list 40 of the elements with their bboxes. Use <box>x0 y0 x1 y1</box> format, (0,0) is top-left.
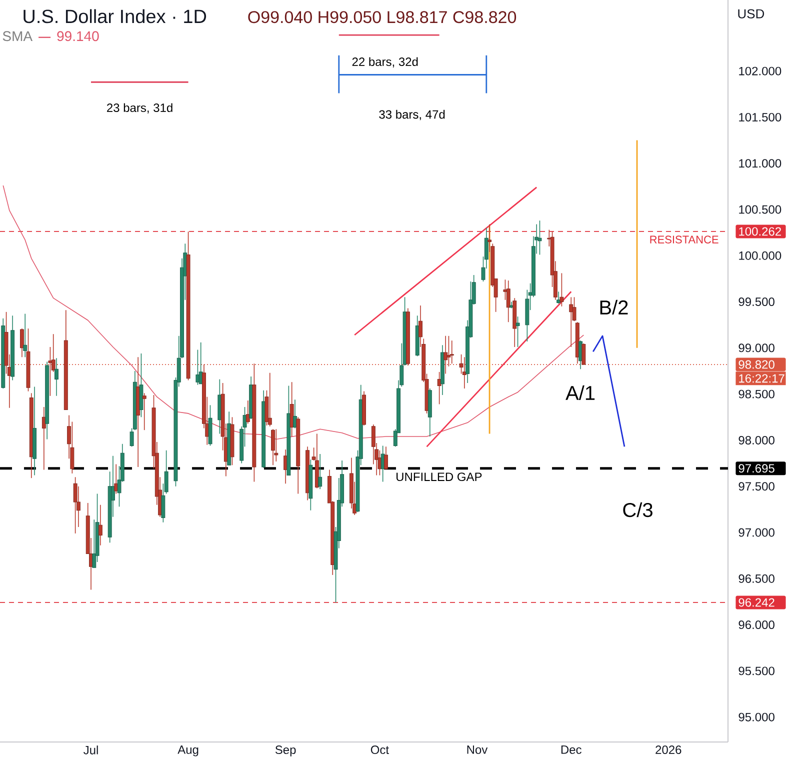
ref-line-label: RESISTANCE <box>650 236 718 244</box>
legend-label: SMA <box>2 31 33 42</box>
x-tick-label: Dec <box>561 746 582 754</box>
y-tick-label: 100.500 <box>739 205 782 214</box>
x-tick-label: Sep <box>275 746 296 756</box>
y-tick-label: 99.000 <box>738 344 774 352</box>
y-tick-label: 98.500 <box>738 390 774 398</box>
text: O99.040 H99.050 L98.817 C98.820 <box>248 11 516 24</box>
annotation: 22 bars, 32d <box>352 57 418 68</box>
y-tick-label: 101.500 <box>739 112 782 122</box>
annotation: 23 bars, 31d <box>107 103 172 114</box>
y-tick-label: 97.695 <box>738 464 774 473</box>
text: 16:22:17 <box>739 374 784 383</box>
y-tick-label: 100.000 <box>739 251 782 260</box>
x-tick-label: Nov <box>467 746 488 754</box>
y-tick-label: 97.000 <box>738 528 774 537</box>
annotation: A/1 <box>566 385 595 400</box>
y-tick-label: 98.000 <box>738 436 774 444</box>
y-tick-label: 96.242 <box>738 598 774 607</box>
y-tick-label: 96.000 <box>738 620 774 630</box>
y-tick-label: 99.500 <box>738 298 774 306</box>
x-tick-label: 2026 <box>656 746 682 754</box>
annotation: B/2 <box>600 300 628 315</box>
annotation: 99.140 <box>57 31 99 42</box>
annotation: UNFILLED GAP <box>396 472 482 482</box>
y-tick-label: 101.000 <box>739 159 782 168</box>
y-axis-title: USD <box>738 9 764 18</box>
annotation: C/3 <box>623 502 652 518</box>
y-tick-label: 98.820 <box>738 360 774 369</box>
y-tick-label: 102.000 <box>739 66 782 76</box>
x-tick-label: Aug <box>178 746 198 756</box>
x-tick-label: Jul <box>84 746 98 754</box>
y-tick-label: 97.500 <box>738 482 774 491</box>
y-tick-label: 95.500 <box>738 666 774 676</box>
x-tick-label: Oct <box>370 746 389 754</box>
y-tick-label: 96.500 <box>738 574 774 583</box>
y-tick-label: 100.262 <box>739 227 781 236</box>
chart-title: U.S. Dollar Index · 1D <box>24 9 206 24</box>
annotation: 33 bars, 47d <box>379 110 445 120</box>
y-tick-label: 95.000 <box>738 712 774 722</box>
